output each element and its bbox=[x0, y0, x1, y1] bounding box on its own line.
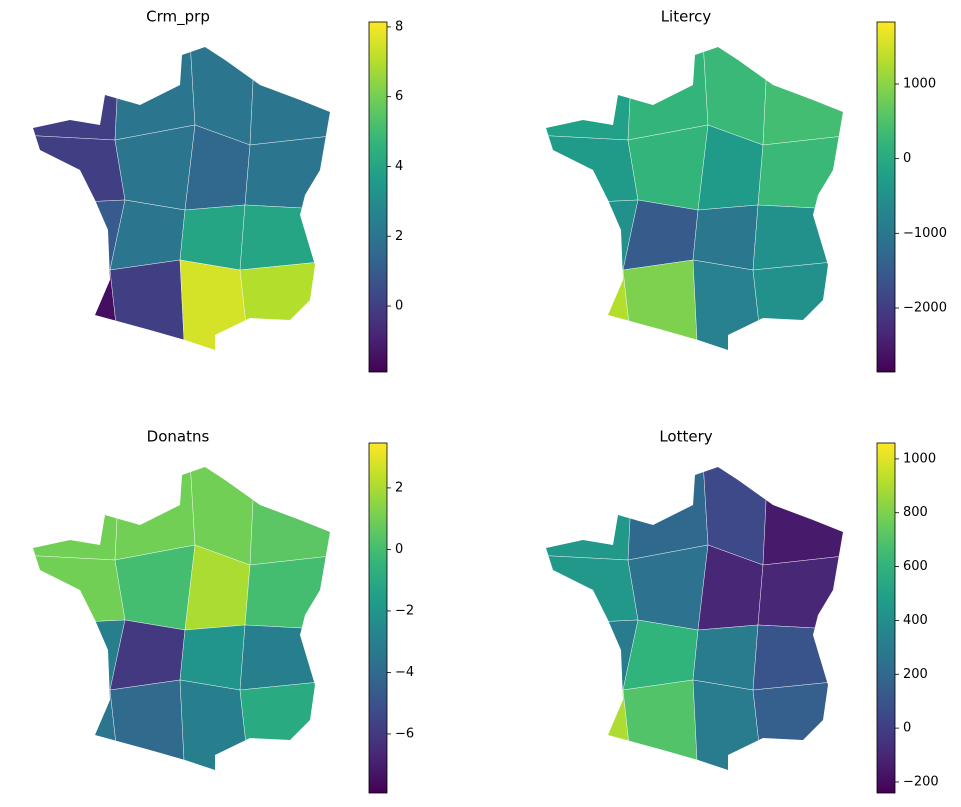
map bbox=[546, 47, 843, 350]
chart-title: Lottery bbox=[659, 428, 712, 446]
colorbar-tick-label: −1000 bbox=[903, 226, 947, 241]
region bbox=[757, 134, 843, 211]
colorbar bbox=[368, 21, 388, 373]
colorbar-tick-label: 4 bbox=[395, 159, 403, 174]
region bbox=[692, 204, 759, 271]
region bbox=[546, 134, 639, 206]
region bbox=[752, 679, 843, 770]
region bbox=[33, 47, 121, 141]
region bbox=[627, 467, 709, 561]
colorbar-tick-label: 0 bbox=[395, 542, 403, 557]
region bbox=[627, 544, 709, 631]
region bbox=[114, 544, 196, 631]
map bbox=[33, 47, 330, 350]
region bbox=[33, 199, 126, 271]
chart-title: Crm_prp bbox=[146, 8, 210, 27]
region bbox=[114, 47, 196, 141]
region bbox=[109, 259, 186, 350]
colorbar-tick-label: 200 bbox=[903, 667, 928, 682]
region bbox=[762, 47, 843, 146]
region bbox=[33, 467, 121, 561]
region bbox=[114, 467, 196, 561]
colorbar-tick-label: 1000 bbox=[903, 451, 936, 466]
map-panel: Donatns −6 −4 −2 0 2 bbox=[33, 428, 414, 794]
region bbox=[249, 467, 330, 566]
region bbox=[33, 684, 121, 770]
colorbar-tick-label: −200 bbox=[903, 774, 939, 789]
region bbox=[179, 259, 251, 350]
colorbar-tick-label: 0 bbox=[903, 721, 911, 736]
colorbar-tick-label: −4 bbox=[395, 665, 414, 680]
region bbox=[114, 124, 196, 211]
colorbar-tick-label: −2000 bbox=[903, 301, 947, 316]
colorbar-tick-label: −2 bbox=[395, 603, 414, 618]
colorbar-tick-label: 400 bbox=[903, 613, 928, 628]
chart-title: Donatns bbox=[147, 428, 210, 446]
region bbox=[692, 624, 759, 691]
region bbox=[752, 259, 843, 350]
region bbox=[33, 619, 126, 691]
region bbox=[179, 624, 246, 691]
colorbar-tick-label: 2 bbox=[395, 229, 403, 244]
region bbox=[179, 679, 251, 770]
region bbox=[239, 259, 330, 350]
region bbox=[757, 554, 843, 631]
map bbox=[546, 467, 843, 770]
map-panel: Lottery −200 0 200 400 600 800 1000 bbox=[546, 428, 939, 794]
colorbar-tick-label: 800 bbox=[903, 505, 928, 520]
region bbox=[249, 47, 330, 146]
region bbox=[546, 619, 639, 691]
colorbar-tick-label: 1000 bbox=[903, 76, 936, 91]
colorbar-tick-label: 0 bbox=[903, 151, 911, 166]
region bbox=[762, 467, 843, 566]
region bbox=[692, 259, 764, 350]
region bbox=[239, 679, 330, 770]
region bbox=[244, 134, 330, 211]
region bbox=[33, 554, 126, 626]
colorbar-tick-label: 0 bbox=[395, 299, 403, 314]
map bbox=[33, 467, 330, 770]
colorbar bbox=[368, 442, 388, 794]
colorbar bbox=[876, 442, 896, 794]
colorbar bbox=[876, 21, 896, 373]
region bbox=[546, 467, 634, 561]
colorbar-tick-label: 2 bbox=[395, 480, 403, 495]
map-panel: Crm_prp 0 2 4 6 8 bbox=[33, 8, 403, 373]
region bbox=[33, 134, 126, 206]
region bbox=[244, 554, 330, 631]
colorbar-tick-label: 8 bbox=[395, 19, 403, 34]
region bbox=[239, 204, 330, 271]
region bbox=[546, 199, 639, 271]
chart-title: Litercy bbox=[661, 8, 712, 26]
region bbox=[752, 624, 843, 691]
map-panel: Litercy −2000 −1000 0 1000 bbox=[546, 8, 947, 373]
region bbox=[546, 47, 634, 141]
region bbox=[109, 679, 186, 770]
colorbar-tick-label: −6 bbox=[395, 726, 414, 741]
colorbar-tick-label: 600 bbox=[903, 559, 928, 574]
region bbox=[33, 264, 121, 350]
region bbox=[179, 204, 246, 271]
region bbox=[546, 554, 639, 626]
region bbox=[627, 124, 709, 211]
region bbox=[622, 259, 699, 350]
colorbar-tick-label: 6 bbox=[395, 89, 403, 104]
region bbox=[627, 47, 709, 141]
region bbox=[692, 679, 764, 770]
region bbox=[546, 684, 634, 770]
region bbox=[546, 264, 634, 350]
region bbox=[622, 679, 699, 770]
region bbox=[752, 204, 843, 271]
region bbox=[239, 624, 330, 691]
